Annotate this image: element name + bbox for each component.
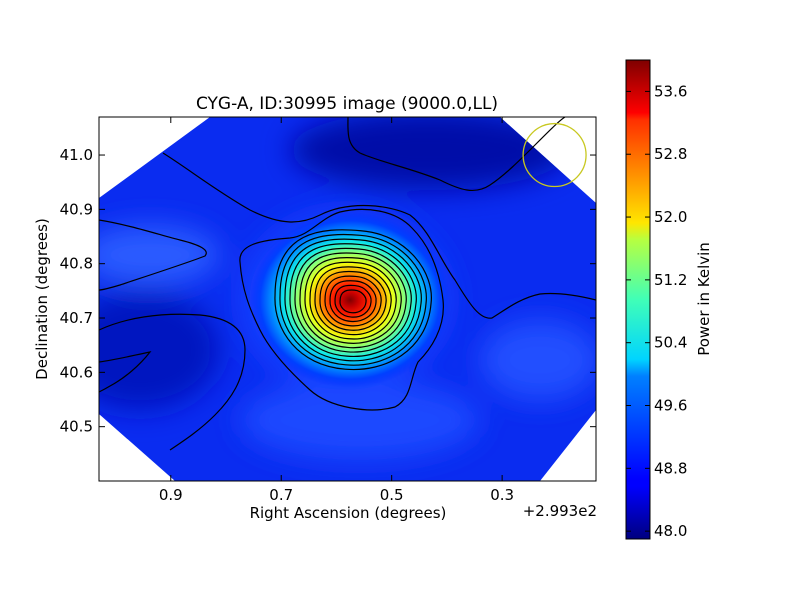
x-tick-label: 0.3 <box>490 486 514 504</box>
contour-level <box>289 243 417 358</box>
contour-left-lobe <box>99 219 207 291</box>
contour-level <box>284 238 422 362</box>
contour-level <box>319 270 387 331</box>
colorbar-tick-label: 52.8 <box>654 145 687 163</box>
plot-frame <box>98 116 597 482</box>
contour-upper-left <box>162 152 596 319</box>
colorbar: 48.0 48.8 49.6 50.4 51.2 52.0 52.8 53.6 Power i… <box>625 59 713 540</box>
y-tick-label: 40.8 <box>60 255 93 273</box>
contour-level <box>329 280 377 323</box>
contour-lower-left <box>99 313 246 451</box>
contour-top <box>347 117 566 192</box>
contour-level <box>324 275 382 327</box>
contour-level <box>304 257 402 344</box>
x-axis: 0.9 0.7 0.5 0.3 <box>159 117 514 504</box>
contour-level <box>339 289 367 314</box>
x-axis-offset: +2.993e2 <box>523 502 597 520</box>
y-tick-label: 40.5 <box>60 418 93 436</box>
colorbar-tick-label: 52.0 <box>654 208 687 226</box>
colorbar-frame <box>625 59 651 540</box>
dark-region-top <box>290 117 570 190</box>
concentric-contours <box>274 229 432 371</box>
dark-region-left <box>99 290 220 410</box>
y-tick-label: 40.9 <box>60 200 93 218</box>
colorbar-tick-label: 50.4 <box>654 334 687 352</box>
colorbar-tick-label: 48.0 <box>654 522 687 540</box>
x-tick-label: 0.7 <box>269 486 293 504</box>
colorbar-tick-label: 51.2 <box>654 271 687 289</box>
contour-bottom-left <box>99 351 152 393</box>
y-axis: 40.5 40.6 40.7 40.8 40.9 41.0 <box>60 146 596 436</box>
colorbar-label: Power in Kelvin <box>695 242 713 356</box>
contour-level <box>299 252 407 349</box>
y-axis-label: Declination (degrees) <box>33 218 51 380</box>
x-tick-label: 0.5 <box>380 486 404 504</box>
y-tick-label: 41.0 <box>60 146 93 164</box>
y-tick-label: 40.7 <box>60 309 93 327</box>
light-region-right <box>480 320 596 400</box>
light-region-bottom <box>240 380 480 460</box>
beam-circle <box>522 122 587 188</box>
colorbar-tick-label: 48.8 <box>654 459 687 477</box>
light-region-left <box>99 225 220 285</box>
plot-area <box>99 117 596 481</box>
chart-title: CYG-A, ID:30995 image (9000.0,LL) <box>196 94 498 114</box>
colorbar-tick-label: 49.6 <box>654 397 687 415</box>
colorbar-fill <box>626 60 650 539</box>
contour-level <box>274 229 432 371</box>
contour-halo <box>239 208 444 411</box>
contour-lines <box>99 117 596 451</box>
contour-level <box>279 233 427 366</box>
y-tick-label: 40.6 <box>60 363 93 381</box>
x-tick-label: 0.9 <box>159 486 183 504</box>
contour-level <box>309 261 397 340</box>
colorbar-ticks: 48.0 48.8 49.6 50.4 51.2 52.0 52.8 53.6 <box>626 82 687 540</box>
contour-level <box>314 266 392 336</box>
x-axis-label: Right Ascension (degrees) <box>250 504 447 522</box>
heatmap-image <box>99 117 596 481</box>
contour-level <box>334 284 372 318</box>
colorbar-tick-label: 53.6 <box>654 82 687 100</box>
contour-level <box>294 247 412 353</box>
